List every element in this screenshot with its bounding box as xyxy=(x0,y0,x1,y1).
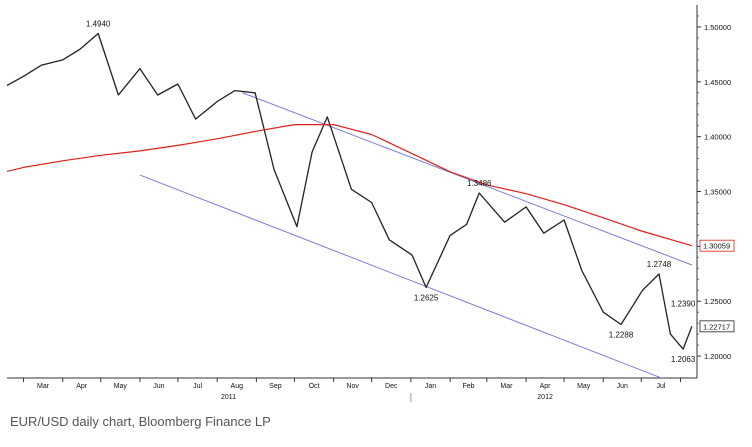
x-month-label: May xyxy=(114,383,128,390)
x-month-label: Mar xyxy=(37,383,50,390)
annotation-label: 1.2625 xyxy=(414,293,439,302)
y-tick-label: 1.20000 xyxy=(704,352,731,361)
x-month-label: Apr xyxy=(540,383,552,390)
eurusd-chart: 1.200001.250001.300001.350001.400001.450… xyxy=(7,5,735,402)
trend-channel-line xyxy=(242,92,693,266)
y-tick-label: 1.40000 xyxy=(704,133,731,142)
x-month-label: Feb xyxy=(462,383,474,390)
value-tag-box xyxy=(699,320,735,333)
x-month-label: Apr xyxy=(76,383,88,390)
x-month-label: Jul xyxy=(193,383,202,390)
value-tag-label: 1.30059 xyxy=(703,242,730,251)
annotation-label: 1.2748 xyxy=(647,260,672,269)
x-year-label: 2011 xyxy=(221,394,236,401)
price-series-line xyxy=(7,32,693,350)
value-tag-box xyxy=(699,239,735,252)
y-tick-label: 1.25000 xyxy=(704,297,731,306)
value-tag-label: 1.22717 xyxy=(703,322,730,331)
annotation-label: 1.2390 xyxy=(671,299,696,308)
x-month-label: Aug xyxy=(231,383,244,390)
trend-channel-line xyxy=(139,174,663,378)
y-tick-label: 1.35000 xyxy=(704,188,731,197)
annotation-label: 1.4940 xyxy=(86,20,111,29)
x-month-label: Jan xyxy=(425,383,436,390)
moving-average-line xyxy=(7,123,693,247)
y-tick-label: 1.45000 xyxy=(704,78,731,87)
annotation-label: 1.3486 xyxy=(467,179,492,188)
chart-caption: EUR/USD daily chart, Bloomberg Finance L… xyxy=(10,414,271,429)
x-year-label: 2012 xyxy=(537,394,553,401)
x-month-label: Jul xyxy=(656,383,665,390)
x-month-label: Dec xyxy=(385,383,398,390)
x-month-label: Nov xyxy=(346,383,359,390)
x-month-label: Mar xyxy=(500,383,513,390)
x-month-label: May xyxy=(577,383,591,390)
x-month-label: Oct xyxy=(309,383,320,390)
chart-area: 1.200001.250001.300001.350001.400001.450… xyxy=(7,5,735,402)
annotation-label: 1.2063 xyxy=(671,355,696,364)
x-month-label: Jun xyxy=(153,383,164,390)
annotation-label: 1.2288 xyxy=(609,330,634,339)
y-tick-label: 1.50000 xyxy=(704,23,731,32)
x-month-label: Jun xyxy=(617,383,628,390)
x-month-label: Sep xyxy=(269,383,282,390)
